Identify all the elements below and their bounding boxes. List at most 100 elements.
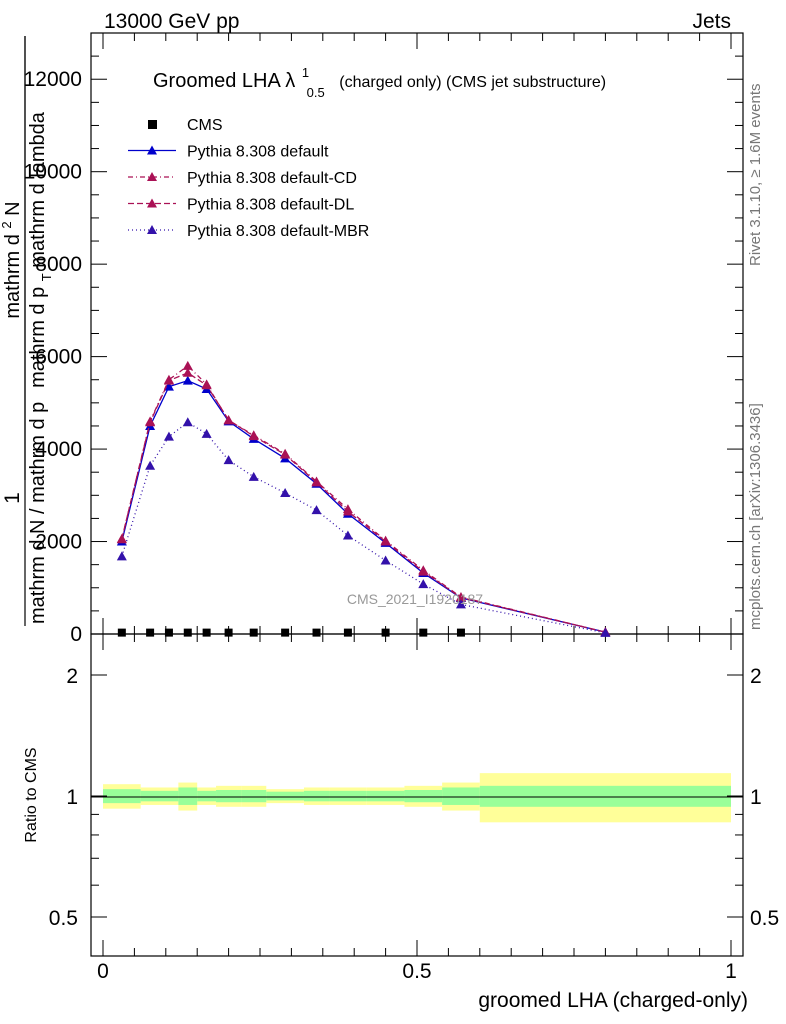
x-tick-label: 0 (97, 960, 109, 983)
ratio-band-inner (159, 790, 179, 802)
series-point (455, 592, 466, 602)
plot-title: Groomed LHA λ 1 0.5 (charged only) (CMS … (153, 60, 606, 102)
cms-point (117, 628, 126, 637)
ratio-band-inner (241, 789, 267, 803)
y-label-num-rest: N (2, 201, 24, 215)
series-point (182, 417, 193, 427)
y-label-numerator: mathrm d 2 N (0, 201, 24, 318)
series-point (248, 471, 259, 481)
cms-point (146, 628, 155, 637)
ratio-bands (103, 773, 731, 823)
series-point (116, 533, 127, 543)
y-tick-label: 12000 (24, 68, 82, 91)
cms-point (419, 628, 428, 637)
series-point (163, 381, 174, 391)
y-label-num-sup: 2 (0, 221, 14, 228)
series-point (182, 360, 193, 370)
cms-point (224, 628, 233, 637)
series-point (223, 455, 234, 465)
cms-point (343, 628, 352, 637)
plot-title-sup: 1 (302, 65, 309, 80)
y-label-denominator: mathrm d p T mathrm d lambda (27, 111, 56, 388)
series-point (311, 505, 322, 515)
y-label-den-text: mathrm d p (27, 287, 49, 388)
ratio-band-inner (103, 789, 141, 804)
series-point (280, 449, 291, 459)
cms-point (281, 628, 290, 637)
series-point (116, 551, 127, 561)
series-line (121, 365, 606, 633)
series-point (455, 599, 466, 609)
series-point (145, 460, 156, 470)
y-label-num-text: mathrm d (2, 234, 24, 318)
series-4 (116, 417, 611, 637)
header-energy-label: 13000 GeV pp (104, 10, 239, 33)
series-point (280, 487, 291, 497)
ratio-band-inner (479, 785, 731, 807)
series-point (201, 380, 212, 390)
plot-title-main: Groomed LHA λ (153, 70, 295, 92)
legend-label: Pythia 8.308 default (187, 144, 329, 161)
y-tick-label: 8000 (35, 253, 82, 276)
series-point (163, 375, 174, 385)
analysis-watermark: CMS_2021_I1920187 (347, 591, 483, 607)
series-point (163, 431, 174, 441)
mcplots-label: mcplots.cern.ch [arXiv:1306.3436] (747, 403, 764, 630)
legend-marker (147, 225, 157, 234)
series-point (380, 555, 391, 565)
legend-label: Pythia 8.308 default-MBR (187, 223, 369, 240)
cms-point (202, 628, 211, 637)
ratio-y-tick-label: 2 (66, 665, 78, 688)
x-axis-label: groomed LHA (charged-only) (478, 989, 748, 1012)
ratio-band-inner (140, 790, 160, 802)
series-point (223, 414, 234, 424)
y-axis-label: 1 mathrm d N / mathrm d p mathrm d 2 N m… (0, 36, 56, 626)
legend-cms-label: CMS (187, 117, 223, 134)
legend-marker (147, 198, 157, 208)
ratio-band-inner (442, 787, 480, 805)
cms-point (456, 628, 465, 637)
series-line (121, 372, 606, 633)
cms-point (381, 628, 390, 637)
y-label-den-sub: T (39, 273, 54, 281)
series-layer (116, 360, 611, 637)
y-tick-label: 4000 (35, 438, 82, 461)
ratio-y-label: Ratio to CMS (23, 747, 40, 842)
cms-point (183, 628, 192, 637)
plot-title-rest: (charged only) (CMS jet substructure) (339, 74, 606, 91)
axis-ticks: 0 2000 4000 6000 8000 10000 12000 0 0.5 1 0.5 0.5 1 1… (24, 32, 779, 983)
x-tick-label: 1 (725, 960, 737, 983)
ratio-band-inner (216, 789, 242, 803)
ratio-y-tick-label-right: 0.5 (750, 907, 779, 930)
y-label-den-rest: mathrm d lambda (27, 111, 49, 267)
ratio-y-tick-label: 1 (66, 786, 78, 809)
legend-label: Pythia 8.308 default-CD (187, 170, 357, 187)
series-point (182, 375, 193, 385)
y-label-one: 1 (1, 492, 24, 504)
ratio-band-inner (197, 790, 217, 802)
legend-cms-marker (148, 120, 157, 129)
series-point (311, 477, 322, 487)
cms-point (164, 628, 173, 637)
series-point (600, 627, 611, 637)
ratio-band-inner (266, 791, 304, 801)
series-point (201, 428, 212, 438)
y-tick-label: 6000 (35, 346, 82, 369)
y-label-outer: mathrm d N / mathrm d p (27, 402, 49, 624)
ratio-band-inner (329, 790, 367, 802)
ratio-y-tick-label-right: 1 (750, 786, 762, 809)
series-point (418, 579, 429, 589)
cms-markers (117, 628, 465, 637)
plot-title-sub: 0.5 (307, 85, 325, 100)
rivet-label: Rivet 3.1.10, ≥ 1.6M events (747, 84, 764, 267)
legend-marker (147, 172, 157, 181)
ratio-band-inner (303, 790, 330, 802)
series-point (418, 566, 429, 576)
ratio-y-tick-label-right: 2 (750, 665, 762, 688)
y-tick-label: 2000 (35, 531, 82, 554)
cms-point (312, 628, 321, 637)
series-line (121, 379, 606, 633)
series-point (380, 536, 391, 546)
header-jets-label: Jets (692, 10, 731, 33)
series-point (145, 417, 156, 427)
